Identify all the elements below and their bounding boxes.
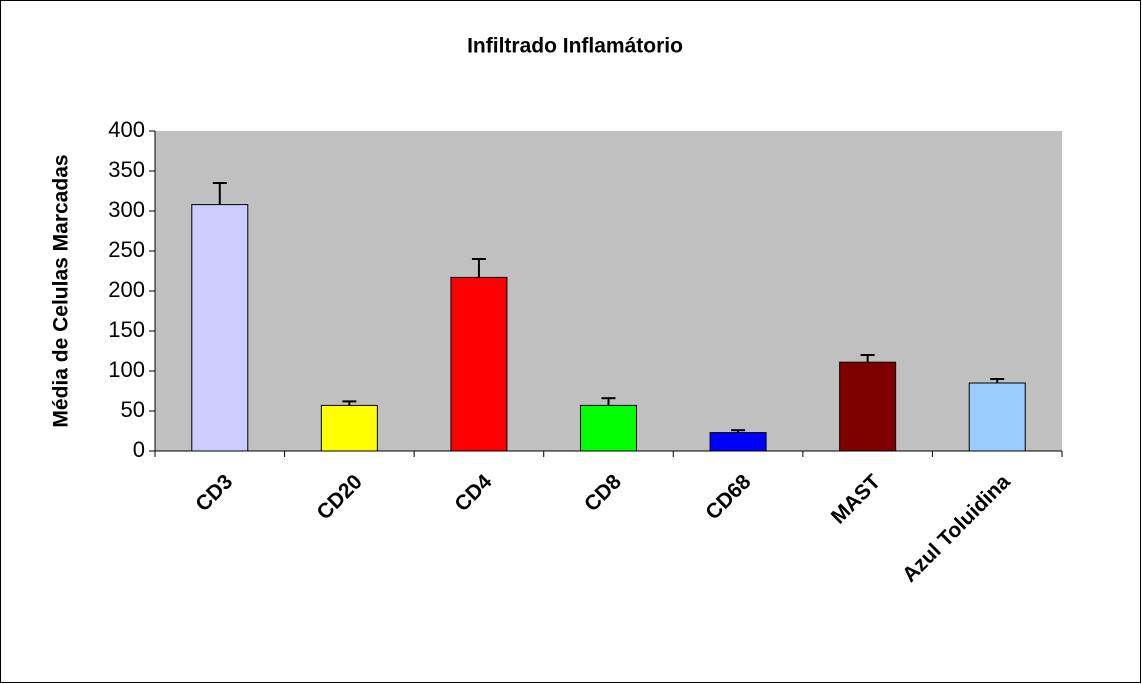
y-tick-label: 200 xyxy=(108,277,145,302)
y-tick-label: 400 xyxy=(108,117,145,142)
error-bar xyxy=(860,354,875,363)
y-tick-label: 150 xyxy=(108,317,145,342)
y-tick-label: 350 xyxy=(108,157,145,182)
bar xyxy=(839,361,897,452)
error-bar xyxy=(601,397,616,406)
y-axis-label: Média de Celulas Marcadas xyxy=(50,154,73,427)
bar xyxy=(709,432,767,452)
bar xyxy=(580,404,637,452)
y-tick-label: 100 xyxy=(108,357,145,382)
bar xyxy=(450,276,508,452)
y-tick-label: 300 xyxy=(108,197,145,222)
bar xyxy=(191,204,249,452)
error-bar xyxy=(212,182,227,205)
error-bar xyxy=(990,378,1005,383)
bar xyxy=(320,404,378,452)
y-tick-label: 50 xyxy=(121,397,145,422)
error-bar xyxy=(731,429,746,433)
error-bar xyxy=(471,258,486,278)
y-tick-label: 250 xyxy=(108,237,145,262)
error-bar xyxy=(342,400,357,406)
y-tick-label: 0 xyxy=(133,437,145,462)
chart-title: Infiltrado Inflamátorio xyxy=(467,35,683,58)
bar xyxy=(968,382,1026,452)
